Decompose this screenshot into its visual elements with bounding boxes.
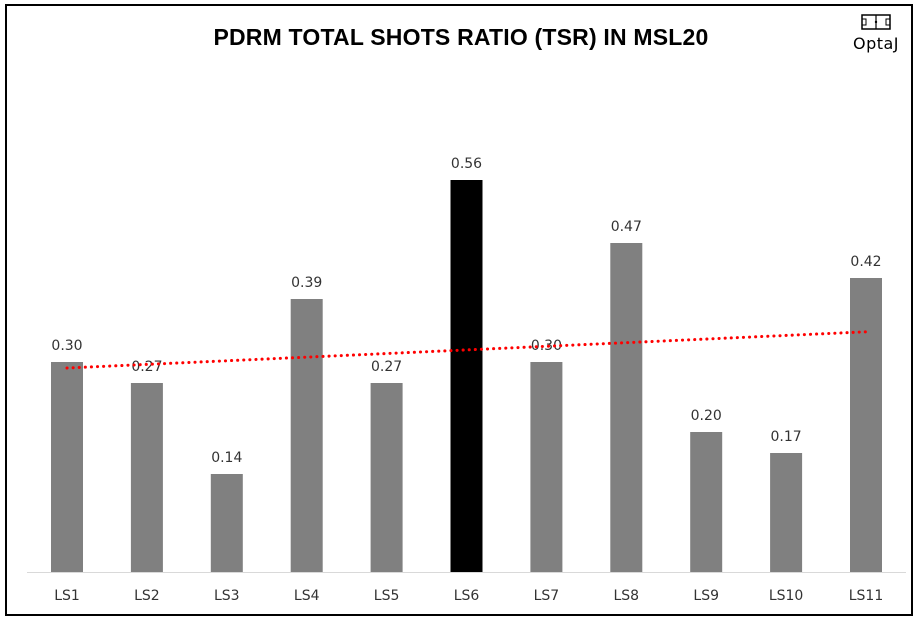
bar-ls10 xyxy=(770,453,803,572)
x-tick-labels: LS1 LS2 LS3 LS4 LS5 LS6 LS7 LS8 LS9 LS10 LS11 xyxy=(54,588,883,604)
tick-label-ls10: LS10 xyxy=(769,588,804,604)
tick-label-ls4: LS4 xyxy=(294,588,320,604)
optaj-logo: OptaJ xyxy=(843,14,909,56)
tick-label-ls9: LS9 xyxy=(693,588,719,604)
chart-title: PDRM TOTAL SHOTS RATIO (TSR) IN MSL20 xyxy=(213,24,709,50)
tick-label-ls8: LS8 xyxy=(614,588,640,604)
tick-label-ls7: LS7 xyxy=(534,588,560,604)
data-label-ls2: 0.27 xyxy=(131,359,162,375)
data-label-ls5: 0.27 xyxy=(371,359,402,375)
bar-ls1 xyxy=(51,362,83,572)
tick-label-ls11: LS11 xyxy=(849,588,884,604)
bar-ls11 xyxy=(850,278,882,572)
tick-label-ls2: LS2 xyxy=(134,588,160,604)
bar-ls3 xyxy=(210,474,243,572)
data-label-ls1: 0.30 xyxy=(51,338,82,354)
bar-ls9 xyxy=(690,432,723,572)
trendline xyxy=(65,330,868,370)
data-label-ls4: 0.39 xyxy=(291,275,322,291)
bar-ls5 xyxy=(370,383,403,572)
bar-ls7 xyxy=(530,362,563,572)
data-label-ls10: 0.17 xyxy=(771,429,802,445)
data-label-ls6: 0.56 xyxy=(451,156,482,172)
bar-ls6 xyxy=(450,180,483,572)
bar-series xyxy=(51,180,882,572)
tick-label-ls5: LS5 xyxy=(374,588,400,604)
data-label-ls8: 0.47 xyxy=(611,219,642,235)
bar-ls8 xyxy=(610,243,643,572)
logo-text: OptaJ xyxy=(852,34,900,53)
tick-label-ls3: LS3 xyxy=(214,588,240,604)
data-labels: 0.30 0.27 0.14 0.39 0.27 0.56 0.30 0.47 0.20 0.17… xyxy=(51,156,881,466)
data-label-ls3: 0.14 xyxy=(211,450,242,466)
tick-label-ls6: LS6 xyxy=(454,588,480,604)
data-label-ls9: 0.20 xyxy=(691,408,722,424)
pitch-icon xyxy=(861,14,891,30)
data-label-ls7: 0.30 xyxy=(531,338,562,354)
bar-ls2 xyxy=(130,383,163,572)
bar-ls4 xyxy=(290,299,323,572)
data-label-ls11: 0.42 xyxy=(850,254,881,270)
tick-label-ls1: LS1 xyxy=(54,588,80,604)
